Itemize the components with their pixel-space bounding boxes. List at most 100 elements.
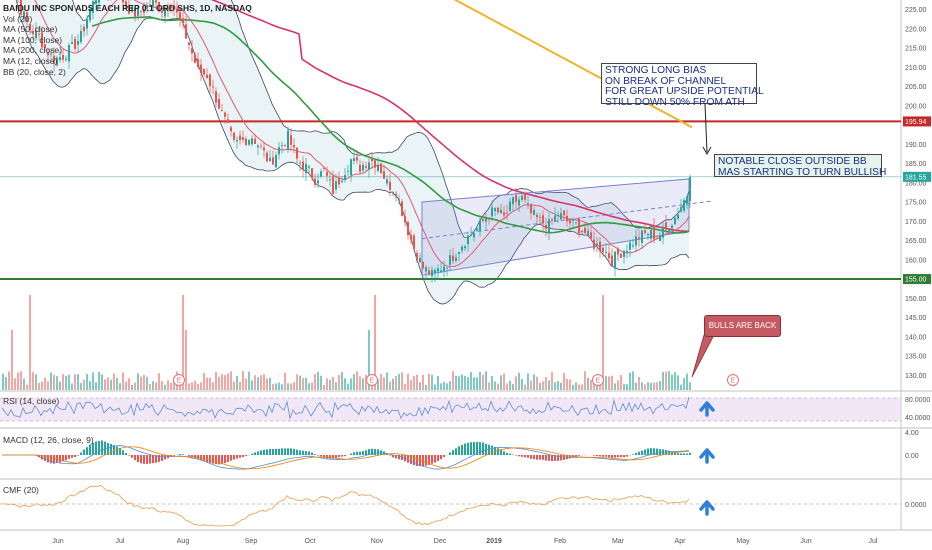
candle-body: [26, 12, 28, 22]
candle: [596, 237, 598, 253]
candle: [650, 225, 652, 244]
earnings-circle: [173, 374, 185, 386]
annotation-long-bias[interactable]: STRONG LONG BIAS ON BREAK OF CHANNEL FOR…: [601, 63, 764, 107]
macd-histogram-bar: [461, 444, 463, 455]
macd-histogram-bar: [44, 455, 46, 462]
macd-histogram-bar: [230, 455, 232, 461]
candle: [209, 73, 211, 94]
candle-body: [647, 234, 649, 236]
annotation-close-outside-bb[interactable]: NOTABLE CLOSE OUTSIDE BB MAS STARTING TO…: [714, 154, 886, 177]
candle: [83, 23, 85, 38]
candle-body: [572, 219, 574, 221]
price-level-tag-text: 181.55: [905, 174, 927, 181]
candle: [491, 200, 493, 222]
volume-bar: [527, 373, 529, 390]
macd-histogram-bar: [407, 455, 409, 463]
candle: [431, 265, 433, 283]
candle: [248, 139, 250, 147]
candle-body: [68, 45, 70, 62]
candle-body: [368, 162, 370, 170]
macd-histogram-bar: [605, 455, 607, 457]
candle-body: [128, 4, 130, 14]
candle: [50, 48, 52, 62]
annotation-bulls-are-back[interactable]: BULLS ARE BACK: [704, 315, 781, 337]
volume-bar: [101, 374, 103, 390]
candle-body: [206, 74, 208, 78]
macd-histogram-bar: [272, 448, 274, 455]
candle: [575, 221, 577, 225]
macd-histogram-bar: [269, 448, 271, 455]
candle-body: [641, 230, 643, 243]
candle: [239, 130, 241, 145]
macd-histogram-bar: [134, 455, 136, 461]
candle: [461, 244, 463, 254]
candle-body: [338, 178, 340, 185]
volume-bar: [518, 372, 520, 390]
candle: [359, 159, 361, 174]
candle: [590, 226, 592, 241]
candle-body: [173, 5, 175, 10]
candle: [302, 156, 304, 178]
candle: [287, 126, 289, 153]
price-channel: [421, 178, 690, 276]
macd-histogram-bar: [359, 451, 361, 455]
candle-body: [305, 163, 307, 174]
candle-body: [32, 30, 34, 35]
volume-bar: [563, 372, 565, 390]
candle: [206, 68, 208, 80]
macd-histogram-bar: [86, 447, 88, 455]
volume-bar: [38, 382, 40, 390]
volume-bar: [446, 383, 448, 390]
candle: [482, 214, 484, 223]
candle-body: [506, 212, 508, 214]
volume-bar: [266, 378, 268, 390]
volume-bar: [533, 374, 535, 390]
candle: [416, 249, 418, 263]
macd-histogram-bar: [254, 452, 256, 455]
volume-bar: [128, 378, 130, 390]
macd-histogram-bar: [542, 455, 544, 460]
macd-histogram-bar: [353, 452, 355, 455]
macd-histogram-bar: [188, 455, 190, 457]
annotation-line: ON BREAK OF CHANNEL: [605, 75, 727, 87]
candle: [569, 217, 571, 232]
candle-body: [512, 197, 514, 205]
candle-body: [155, 0, 157, 3]
macd-histogram-bar: [455, 448, 457, 455]
macd-histogram-bar: [182, 454, 184, 455]
candle: [146, 2, 148, 13]
volume-bar: [11, 330, 13, 390]
macd-histogram-bar: [47, 455, 49, 463]
volume-bar: [242, 371, 244, 390]
volume-bar: [110, 379, 112, 390]
bollinger-band-fill: [16, 0, 689, 305]
candle-body: [284, 145, 286, 146]
candle: [20, 0, 22, 16]
candle-body: [539, 217, 541, 219]
candle: [320, 168, 322, 178]
legend-ma200: MA (200, close): [3, 45, 63, 56]
candle-body: [125, 1, 127, 8]
macd-histogram-bar: [335, 455, 337, 459]
candle-body: [638, 237, 640, 240]
macd-histogram-bar: [113, 445, 115, 455]
macd-histogram-bar: [560, 455, 562, 461]
volume-bar: [572, 384, 574, 390]
time-tick-label: Jun: [800, 538, 811, 545]
macd-histogram-bar: [329, 455, 331, 459]
volume-bar: [488, 382, 490, 390]
macd-histogram-bar: [491, 445, 493, 455]
candle-body: [671, 225, 673, 229]
volume-bar: [359, 376, 361, 390]
macd-histogram-bar: [146, 455, 148, 464]
candle-body: [59, 57, 61, 61]
candle-body: [239, 135, 241, 141]
volume-bar: [116, 377, 118, 390]
volume-bar: [233, 381, 235, 390]
candle-body: [302, 161, 304, 170]
bullish-arrow-icon: [699, 448, 715, 464]
macd-histogram-bar: [116, 446, 118, 455]
volume-bar: [20, 371, 22, 390]
candle-body: [278, 147, 280, 155]
